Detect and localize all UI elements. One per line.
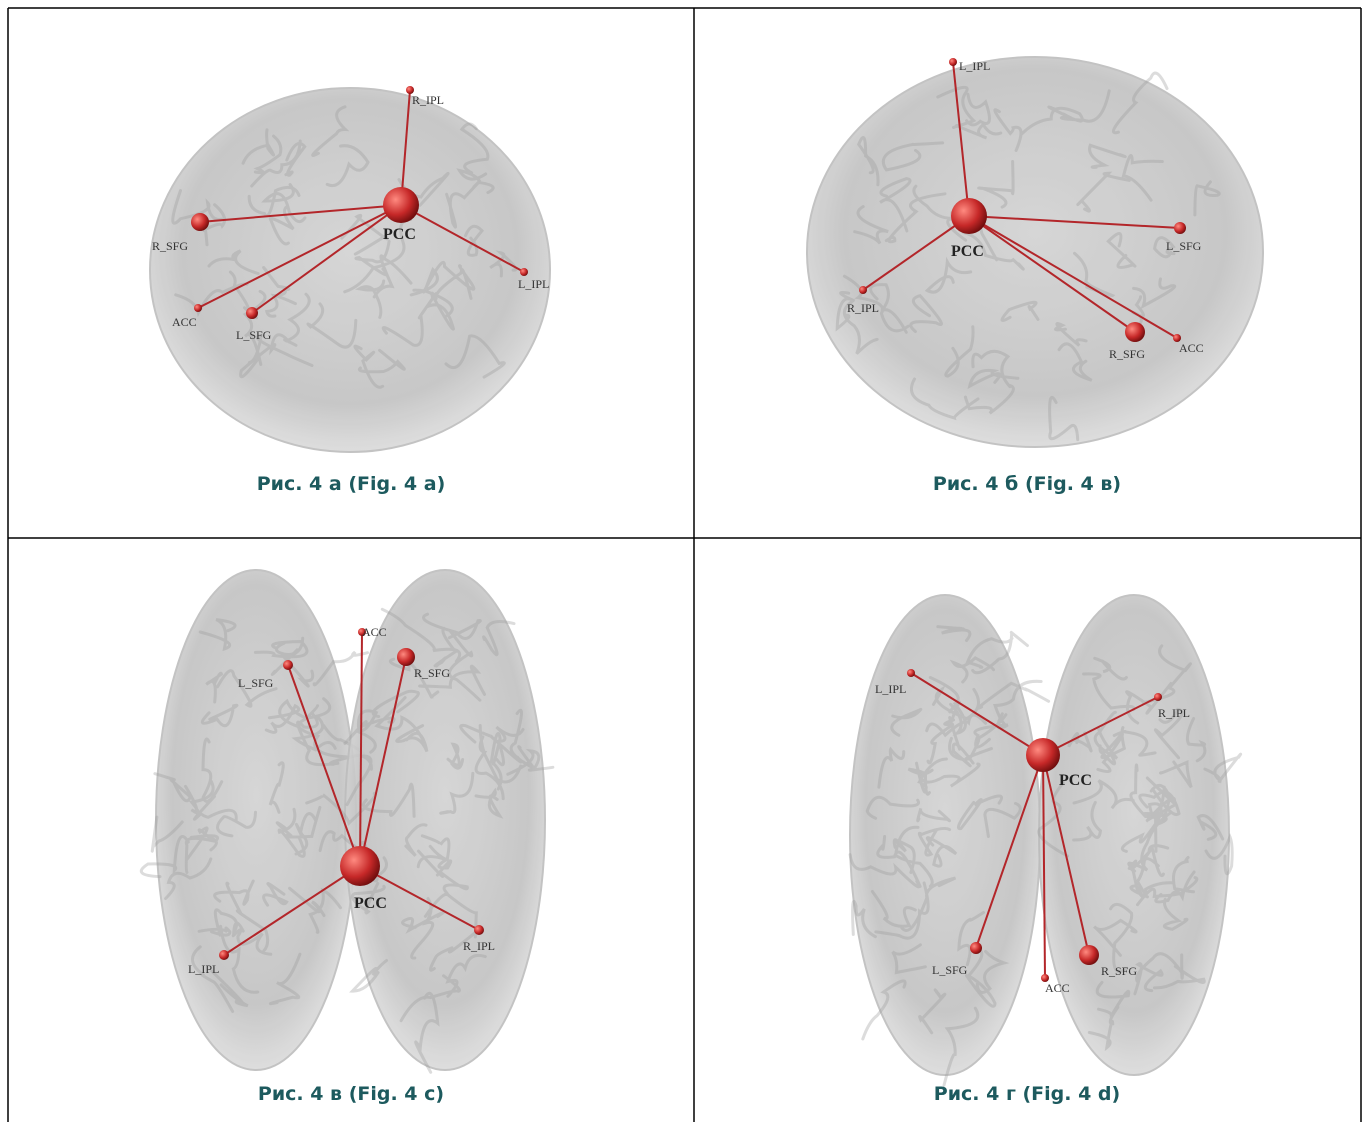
node xyxy=(1026,738,1060,772)
node xyxy=(1125,322,1145,342)
connection xyxy=(952,61,970,217)
node-label: L_SFG xyxy=(238,676,274,690)
figure-panel: PCC ACC R_SFG L_SFG L_IPL R_IPL Рис. 4 в (Fig.… xyxy=(139,569,555,1105)
node xyxy=(219,950,229,960)
node-label: R_IPL xyxy=(847,301,879,315)
brain-gyri xyxy=(1037,644,1243,1052)
figure-panel: PCC L_IPL L_SFG R_IPL R_SFG ACC Рис. 4 б (Fig.… xyxy=(806,56,1264,495)
node xyxy=(1174,222,1186,234)
node-label: R_IPL xyxy=(463,939,495,953)
node xyxy=(1041,974,1049,982)
connection xyxy=(975,754,1044,949)
node xyxy=(1173,334,1181,342)
caption: Рис. 4 в (Fig. 4 c) xyxy=(258,1083,444,1105)
connection xyxy=(287,664,361,867)
node-label: R_IPL xyxy=(1158,706,1190,720)
node-label: ACC xyxy=(1045,981,1070,995)
connection xyxy=(199,204,402,223)
connection xyxy=(400,89,411,206)
node-label: L_SFG xyxy=(932,963,968,977)
node xyxy=(907,669,915,677)
connection xyxy=(968,215,1178,339)
brain-outline xyxy=(849,594,1041,1076)
connection xyxy=(197,204,402,309)
connection xyxy=(910,672,1044,756)
hub-label: PCC xyxy=(354,895,387,912)
node-label: R_IPL xyxy=(412,93,444,107)
node xyxy=(406,86,414,94)
node xyxy=(474,925,484,935)
figure-panel: PCC L_IPL R_IPL L_SFG ACC R_SFG Рис. 4 г (Fig.… xyxy=(848,594,1243,1105)
caption: Рис. 4 б (Fig. 4 в) xyxy=(933,473,1121,495)
table-borders xyxy=(7,7,1362,1122)
connection xyxy=(359,656,407,867)
caption: Рис. 4 г (Fig. 4 d) xyxy=(934,1083,1120,1105)
brain-gyri xyxy=(835,71,1221,442)
figure-panel: PCC R_IPL R_SFG L_IPL ACC L_SFG Рис. 4 а (Fig.… xyxy=(149,86,551,495)
connection xyxy=(251,204,402,314)
node-label: L_IPL xyxy=(959,59,990,73)
node xyxy=(397,648,415,666)
connection xyxy=(400,204,525,273)
node xyxy=(340,846,380,886)
node-label: L_SFG xyxy=(236,328,272,342)
brain-outline xyxy=(149,87,551,453)
node xyxy=(358,628,366,636)
node-label: R_SFG xyxy=(152,239,188,253)
node xyxy=(191,213,209,231)
node xyxy=(283,660,293,670)
brain-outline xyxy=(806,56,1264,448)
node xyxy=(246,307,258,319)
connection xyxy=(862,215,970,291)
node xyxy=(520,268,528,276)
node-label: ACC xyxy=(1179,341,1204,355)
brain-gyri xyxy=(848,625,1051,1087)
node-label: L_IPL xyxy=(518,277,549,291)
node-label: R_SFG xyxy=(1101,964,1137,978)
node-label: L_SFG xyxy=(1166,239,1202,253)
node-label: ACC xyxy=(172,315,197,329)
connection xyxy=(1042,696,1159,756)
connection xyxy=(968,215,1136,333)
brain-outline xyxy=(1038,594,1230,1076)
hub-label: PCC xyxy=(1059,772,1092,789)
node xyxy=(1154,693,1162,701)
node-label: ACC xyxy=(362,625,387,639)
node xyxy=(194,304,202,312)
brain-gyri xyxy=(171,105,518,389)
brain-outline xyxy=(344,569,546,1071)
node-label: R_SFG xyxy=(1109,347,1145,361)
node-label: L_IPL xyxy=(188,962,219,976)
connection xyxy=(968,215,1181,229)
node xyxy=(970,942,982,954)
node xyxy=(949,58,957,66)
connection xyxy=(1042,754,1090,956)
connection xyxy=(1042,754,1046,979)
connection xyxy=(359,865,480,931)
brain-gyri xyxy=(139,618,369,1013)
connection xyxy=(359,631,363,867)
node-label: L_IPL xyxy=(875,682,906,696)
node xyxy=(951,198,987,234)
connection xyxy=(223,865,361,956)
hub-label: PCC xyxy=(951,243,984,260)
node xyxy=(859,286,867,294)
caption: Рис. 4 а (Fig. 4 a) xyxy=(257,473,446,495)
node xyxy=(1079,945,1099,965)
brain-gyri xyxy=(305,607,555,1074)
hub-label: PCC xyxy=(383,226,416,243)
node xyxy=(383,187,419,223)
node-label: R_SFG xyxy=(414,666,450,680)
